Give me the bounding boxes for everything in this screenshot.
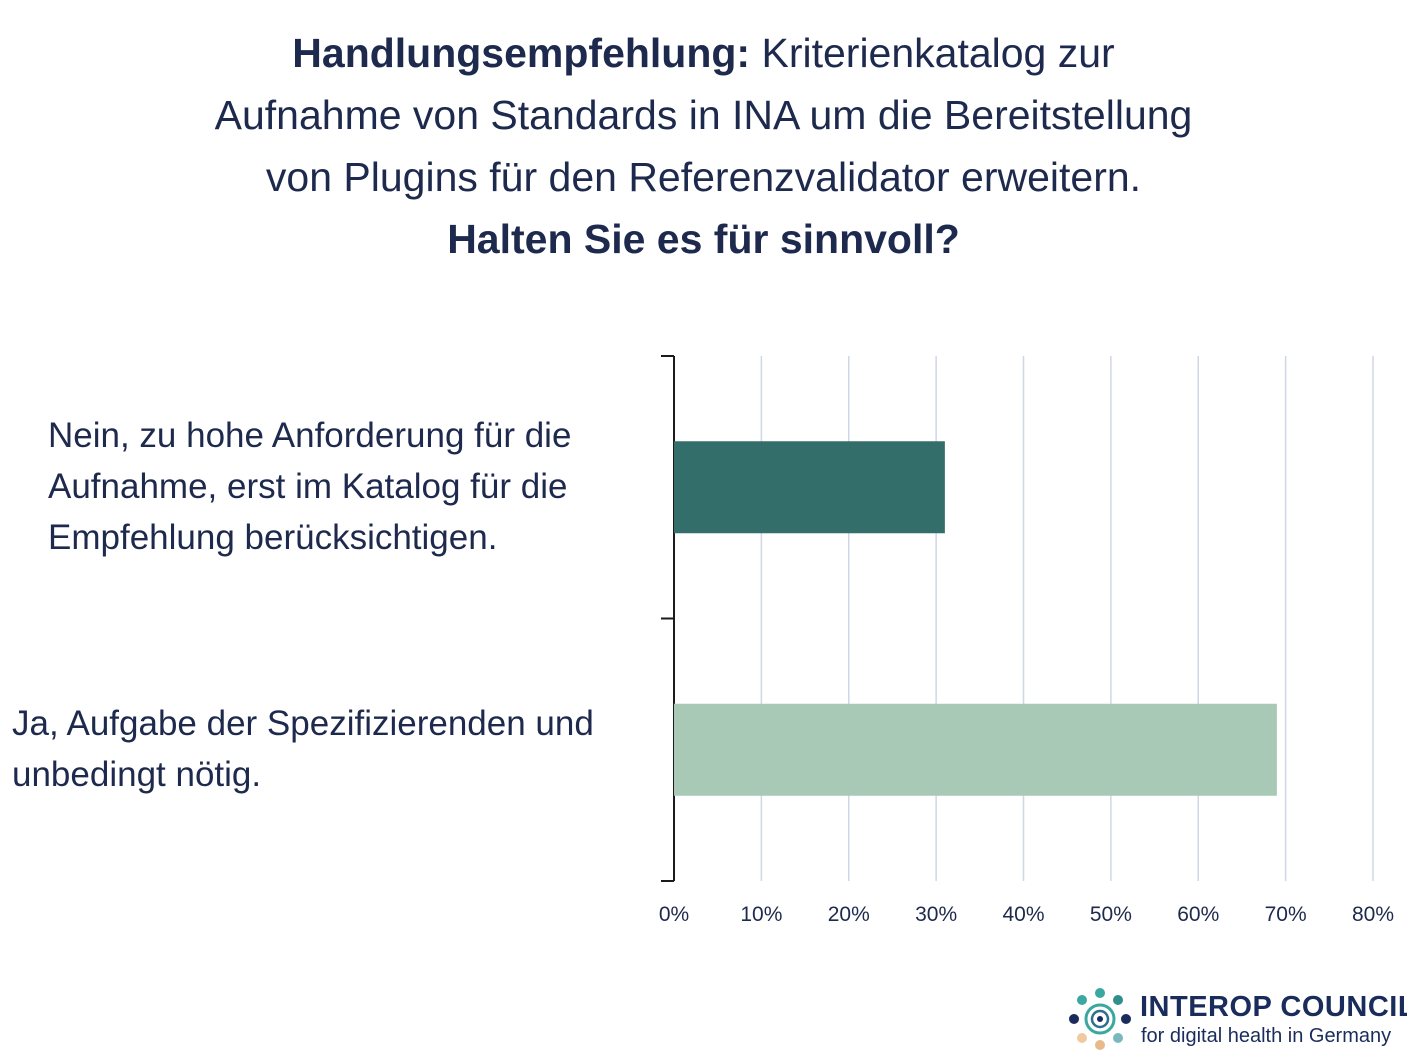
logo-tagline: for digital health in Germany [1141, 1025, 1392, 1047]
title-line-3: von Plugins für den Referenzvalidator er… [265, 154, 1142, 200]
chart-title: Handlungsempfehlung: Kriterienkatalog zu… [0, 22, 1407, 270]
category-label-nein: Nein, zu hohe Anforderung für die Aufnah… [48, 416, 572, 557]
x-tick-label: 80% [1352, 903, 1394, 926]
title-bold-lead: Handlungsempfehlung: [292, 30, 751, 76]
x-tick-label: 0% [659, 903, 689, 926]
interop-council-emblem-icon [1069, 988, 1131, 1050]
title-line-1-rest: Kriterienkatalog zur [750, 30, 1115, 76]
title-question-text: Halten Sie es für sinnvoll? [447, 216, 960, 262]
title-line-2: Aufnahme von Standards in INA um die Ber… [214, 92, 1193, 138]
x-tick-label: 10% [740, 903, 782, 926]
x-tick-label: 60% [1177, 903, 1219, 926]
category-label-ja: Ja, Aufgabe der Spezifizierenden und unb… [12, 704, 594, 794]
title-line-1: Handlungsempfehlung: Kriterienkatalog zu… [0, 22, 1407, 84]
x-tick-label: 20% [828, 903, 870, 926]
x-tick-label: 40% [1002, 903, 1044, 926]
bar-nein [674, 441, 945, 534]
bar-ja [674, 703, 1277, 796]
interop-council-logo: INTEROP COUNCIL for digital health in Ge… [1066, 985, 1407, 1053]
logo-name: INTEROP COUNCIL [1140, 991, 1407, 1023]
x-tick-label: 50% [1090, 903, 1132, 926]
x-tick-label: 70% [1265, 903, 1307, 926]
x-tick-label: 30% [915, 903, 957, 926]
title-question: Halten Sie es für sinnvoll? [0, 208, 1407, 270]
